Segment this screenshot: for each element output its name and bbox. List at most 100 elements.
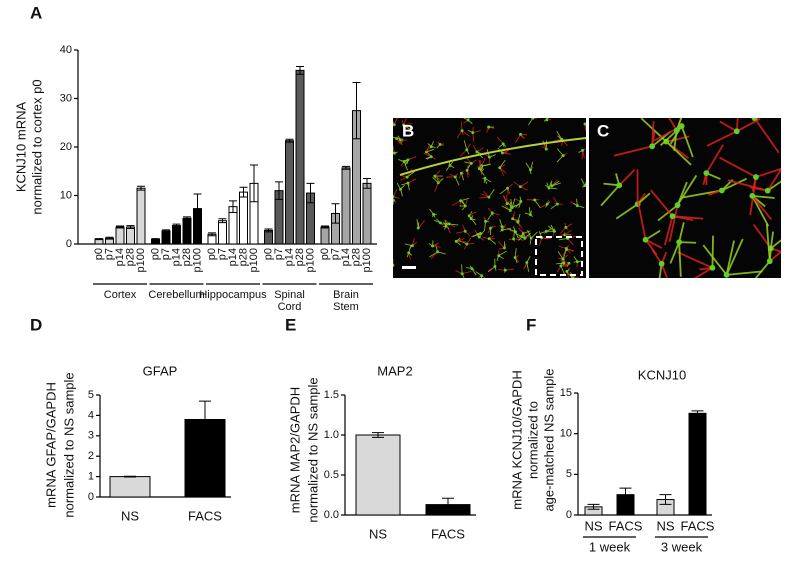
cell [501, 142, 505, 146]
chart-title: MAP2 [377, 363, 412, 378]
cell [465, 168, 469, 172]
process [750, 118, 755, 120]
process [449, 223, 459, 226]
cell [436, 181, 440, 185]
cell [518, 185, 522, 189]
process [393, 264, 394, 266]
error-bar [619, 487, 632, 502]
y-tick-label: 0 [88, 491, 94, 503]
process [557, 251, 564, 260]
process [532, 118, 534, 119]
process [706, 130, 738, 147]
process [672, 215, 694, 222]
process [514, 248, 517, 258]
process [735, 118, 739, 132]
cell [407, 251, 411, 255]
cell [663, 138, 670, 145]
process [393, 199, 394, 201]
cell [544, 147, 548, 151]
x-tick-label: FACS [609, 518, 643, 533]
process [460, 121, 463, 131]
y-tick-label: 2 [88, 450, 94, 462]
process [445, 224, 451, 234]
process [393, 264, 394, 266]
error-bar [239, 186, 248, 198]
y-tick-label: 0 [66, 238, 72, 250]
process [637, 200, 647, 240]
cell [444, 222, 448, 226]
cell [749, 193, 756, 199]
cell [493, 265, 497, 268]
process [673, 130, 678, 151]
process [751, 195, 773, 221]
y-axis-label: normalized to NS sample [61, 372, 76, 517]
cell [393, 123, 396, 127]
cell [393, 263, 395, 267]
process [417, 220, 425, 229]
chart-title: KCNJ10 [638, 367, 686, 382]
error-bar [193, 193, 202, 224]
x-tick-label: p14 [114, 248, 126, 266]
cell [709, 264, 716, 271]
panel-letter: A [30, 3, 42, 22]
cell [487, 125, 491, 129]
x-tick-label: p100 [304, 248, 316, 272]
cell [673, 127, 680, 134]
x-tick-label: p7 [103, 248, 115, 260]
x-tick-label: NS [121, 508, 139, 523]
process [693, 267, 713, 278]
y-tick-label: 0.0 [324, 509, 339, 521]
y-tick-label: 0 [566, 509, 572, 521]
process [499, 159, 506, 169]
x-tick-label: p14 [283, 248, 295, 266]
x-tick-label: NS [584, 518, 602, 533]
group-label: Cortex [104, 289, 137, 301]
process [461, 130, 470, 137]
process [407, 156, 417, 161]
process [650, 189, 674, 217]
fiber [399, 137, 586, 176]
group-label: Spinal [274, 289, 305, 301]
process [502, 194, 508, 204]
error-bar [126, 225, 135, 229]
error-bar [250, 164, 258, 203]
cell [406, 158, 410, 162]
error-bar [172, 223, 181, 228]
inset-box [535, 236, 583, 276]
x-tick-label: p14 [227, 248, 239, 266]
process [456, 240, 466, 243]
process [543, 140, 547, 150]
x-tick-label: p28 [350, 248, 362, 266]
cell [512, 237, 515, 241]
process [751, 195, 770, 227]
x-tick-label: p100 [361, 248, 373, 272]
process [541, 237, 552, 239]
cell [531, 118, 535, 120]
cell [503, 246, 506, 250]
error-bar [321, 225, 329, 229]
cell [459, 171, 463, 175]
group-label: Stem [333, 301, 359, 313]
bar [218, 220, 227, 245]
process [480, 275, 483, 278]
x-tick-label: p100 [191, 248, 203, 272]
x-tick-label: p0 [262, 248, 274, 260]
cell [583, 122, 586, 126]
error-bar [331, 203, 340, 224]
process [766, 167, 781, 192]
cell [459, 199, 463, 203]
error-bar [116, 225, 124, 229]
error-bar [659, 494, 672, 505]
x-tick-label: p0 [149, 248, 161, 260]
y-tick-label: 3 [88, 430, 94, 442]
cell [477, 167, 481, 171]
y-tick-label: 0.5 [324, 469, 339, 481]
bar [126, 226, 135, 245]
cell [393, 151, 396, 155]
cell [723, 271, 730, 278]
cell [402, 123, 406, 127]
cell [490, 211, 494, 215]
error-bar [137, 185, 145, 191]
process [615, 203, 639, 220]
